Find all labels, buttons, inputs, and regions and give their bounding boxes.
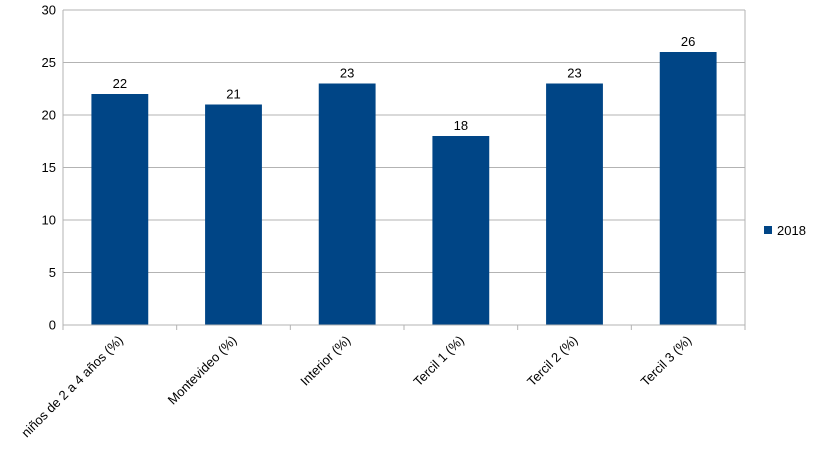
y-tick-label-20: 20 [42,108,56,123]
bar-5 [659,52,717,325]
bar-4 [546,83,603,325]
x-axis [62,324,746,330]
x-tick-label-0: niños de 2 a 4 años (%) [18,333,126,441]
bar-0 [91,94,149,325]
x-tick-label-4: Tercil 2 (%) [524,333,581,390]
legend-swatch-2018 [764,226,772,234]
data-label-1: 21 [226,87,240,102]
bar-3 [432,136,490,325]
data-label-5: 26 [681,34,695,49]
bars [91,52,717,325]
y-tick-label-10: 10 [42,213,56,228]
y-tick-label-30: 30 [42,3,56,18]
data-label-2: 23 [340,66,354,81]
legend-label-2018: 2018 [777,223,806,238]
x-tick-label-3: Tercil 1 (%) [410,333,467,390]
data-label-3: 18 [454,118,468,133]
y-tick-label-0: 0 [49,318,56,333]
y-tick-label-5: 5 [49,265,56,280]
bar-2 [318,83,376,325]
bar-1 [205,104,262,325]
grid-lines [62,9,746,326]
y-axis-tick-labels: 0 5 10 15 20 25 30 [42,3,56,333]
x-tick-label-5: Tercil 3 (%) [638,333,695,390]
y-tick-label-15: 15 [42,160,56,175]
y-tick-label-25: 25 [42,55,56,70]
x-tick-label-1: Montevideo (%) [165,333,240,408]
x-tick-label-2: Interior (%) [297,333,353,389]
x-axis-tick-labels: niños de 2 a 4 años (%) Montevideo (%) Int… [18,333,694,441]
legend: 2018 [764,223,806,238]
data-label-4: 23 [567,66,581,81]
data-labels: 22 21 23 18 23 26 [113,34,696,133]
data-label-0: 22 [113,76,127,91]
